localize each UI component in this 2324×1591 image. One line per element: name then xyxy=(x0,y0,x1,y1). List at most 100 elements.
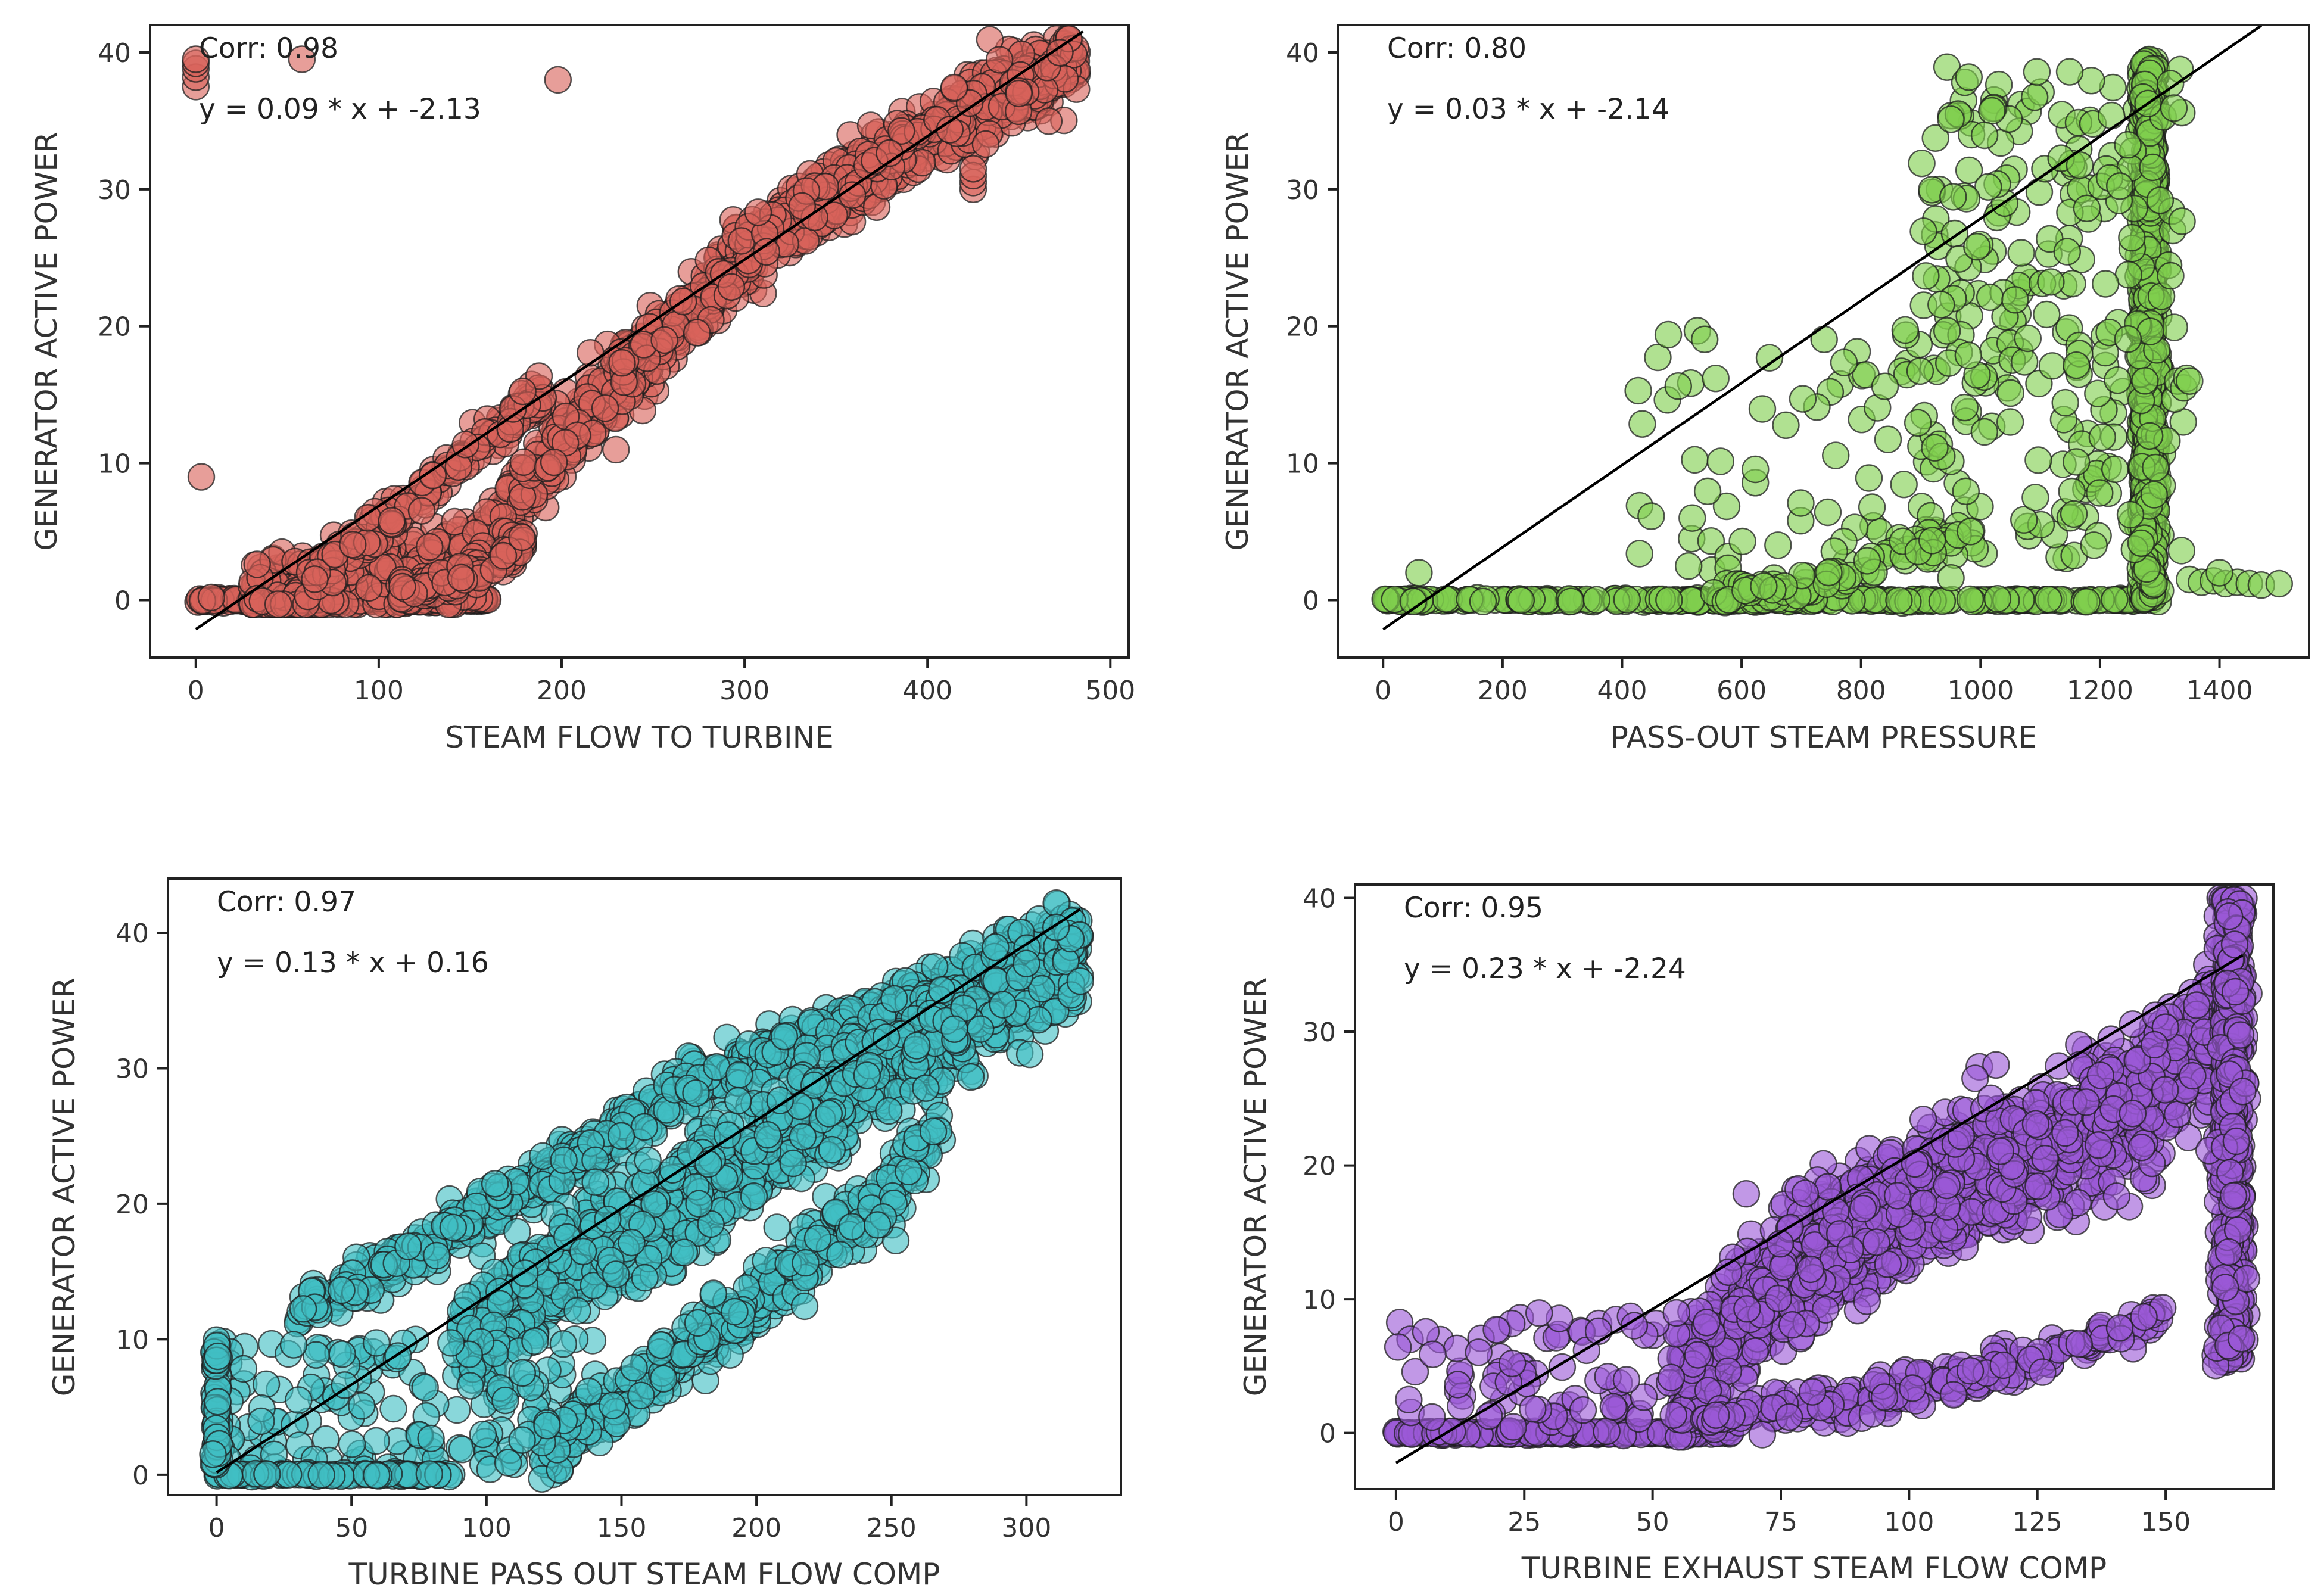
scatter-point xyxy=(752,238,781,266)
scatter-point xyxy=(959,155,987,183)
y-tick-label: 40 xyxy=(1286,38,1319,69)
scatter-point xyxy=(355,574,383,602)
scatter-point xyxy=(1764,531,1792,559)
scatter-point xyxy=(540,448,568,477)
scatter-point xyxy=(2157,261,2185,290)
scatter-point xyxy=(1742,455,1770,484)
scatter-point xyxy=(1399,587,1428,615)
scatter-point xyxy=(1976,283,2004,312)
scatter-point xyxy=(744,198,772,226)
scatter-point xyxy=(2205,559,2233,587)
x-tick-label: 400 xyxy=(902,675,952,706)
scatter-point xyxy=(1951,393,1979,422)
y-tick-label: 20 xyxy=(98,312,131,343)
scatter-point xyxy=(1750,572,1778,600)
scatter-point xyxy=(2114,325,2142,353)
y-axis-label: GENERATOR ACTIVE POWER xyxy=(29,132,64,550)
correlation-annotation: Corr: 0.98 xyxy=(199,32,338,65)
scatter-point xyxy=(887,117,915,145)
scatter-point xyxy=(388,572,416,601)
scatter-point xyxy=(2101,586,2129,614)
scatter-point xyxy=(2105,172,2134,200)
scatter-point xyxy=(187,463,216,491)
scatter-point xyxy=(2063,351,2091,379)
scatter-point xyxy=(1954,341,1983,369)
x-tick-label: 800 xyxy=(1836,675,1886,706)
scatter-point xyxy=(1637,502,1665,530)
scatter-point xyxy=(2133,555,2161,583)
scatter-point xyxy=(1908,150,1936,178)
scatter-point xyxy=(1830,348,1858,376)
scatter-point xyxy=(1970,418,1999,446)
scatter-point xyxy=(1582,586,1610,614)
scatter-point xyxy=(1654,320,1683,349)
x-tick-label: 500 xyxy=(1085,675,1135,706)
scatter-point xyxy=(2086,479,2114,507)
y-tick-label: 20 xyxy=(1286,312,1319,343)
scatter-point xyxy=(1625,540,1653,568)
scatter-point xyxy=(419,462,447,490)
scatter-point xyxy=(1728,527,1756,556)
x-tick-label: 100 xyxy=(354,675,404,706)
scatter-point xyxy=(1674,552,1703,580)
scatter-point xyxy=(650,326,678,354)
scatter-point xyxy=(2073,194,2101,222)
scatter-point xyxy=(1814,498,1842,527)
x-axis-label: STEAM FLOW TO TURBINE xyxy=(445,720,833,755)
scatter-point xyxy=(1469,587,1497,615)
scatter-point xyxy=(2035,586,2063,614)
scatter-point xyxy=(2062,448,2091,476)
scatter-point xyxy=(1909,217,1937,245)
scatter-point xyxy=(2098,101,2126,130)
scatter-point xyxy=(1772,411,1800,439)
scatter-point xyxy=(1891,316,1920,344)
scatter-point xyxy=(2176,367,2204,395)
scatter-point xyxy=(489,541,518,570)
scatter-point xyxy=(2038,352,2067,380)
x-tick-label: 300 xyxy=(719,675,770,706)
scatter-point xyxy=(423,1241,451,1270)
scatter-point xyxy=(1933,317,1961,345)
scatter-point xyxy=(1937,564,1965,592)
scatter-point xyxy=(591,394,619,422)
scatter-point xyxy=(2140,481,2169,509)
scatter-point xyxy=(2101,455,2129,483)
scatter-point xyxy=(2114,261,2143,289)
scatter-point xyxy=(2033,300,2061,329)
scatter-point xyxy=(2167,537,2196,565)
scatter-point xyxy=(1405,559,1433,587)
y-tick-label: 10 xyxy=(1286,449,1319,480)
scatter-point xyxy=(770,1022,799,1051)
y-tick-label: 40 xyxy=(98,38,131,69)
scatter-point xyxy=(2007,239,2035,267)
x-tick-label: 400 xyxy=(1597,675,1647,706)
x-tick-label: 200 xyxy=(537,675,587,706)
scatter-point xyxy=(197,583,225,612)
scatter-point xyxy=(2116,500,2145,529)
x-axis-label: PASS-OUT STEAM PRESSURE xyxy=(1610,720,2037,755)
scatter-point xyxy=(415,533,444,561)
scatter-point xyxy=(1996,408,2024,436)
scatter-point xyxy=(608,349,636,377)
scatter-point xyxy=(2160,94,2188,122)
scatter-point xyxy=(1912,262,1940,290)
y-tick-label: 0 xyxy=(1303,586,1319,616)
scatter-point xyxy=(717,273,746,301)
scatter-point xyxy=(1821,441,1850,469)
scatter-point xyxy=(1970,121,1999,150)
scatter-point xyxy=(1906,357,1934,385)
scatter-point xyxy=(243,550,271,578)
scatter-point xyxy=(1985,70,2013,99)
scatter-point xyxy=(1927,291,1955,319)
scatter-point xyxy=(1613,586,1641,614)
scatter-point xyxy=(1996,379,2025,407)
scatter-point xyxy=(727,227,756,255)
x-tick-label: 600 xyxy=(1716,675,1767,706)
x-tick-label: 200 xyxy=(1478,675,1528,706)
x-tick-label: 0 xyxy=(188,675,204,706)
scatter-point xyxy=(1956,585,1985,614)
scatter-point xyxy=(1871,372,1899,400)
scatter-point xyxy=(1918,527,1946,555)
